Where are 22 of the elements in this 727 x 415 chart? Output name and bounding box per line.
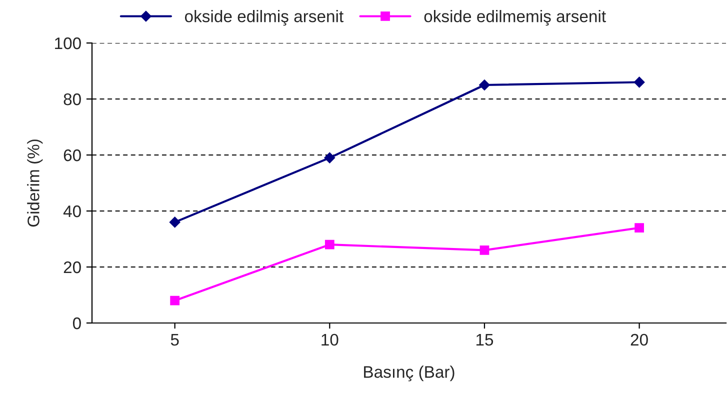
point: [170, 296, 180, 306]
y-tick-label: 40: [63, 205, 81, 218]
y-tick-label: 100: [55, 37, 81, 50]
y-tick-label: 20: [64, 261, 81, 274]
x-tick-label: 15: [476, 334, 494, 346]
y-tick-label: 0: [72, 317, 81, 330]
legend-label: okside edilmiş arsenit: [184, 10, 344, 26]
point: [634, 223, 644, 232]
point: [324, 152, 336, 164]
x-tick-label: 10: [322, 334, 338, 346]
x-tick-label: 5: [170, 334, 179, 346]
legend-label: okside edilmemiş arsenit: [424, 10, 606, 26]
x-tick-label: 20: [630, 334, 648, 346]
x-axis-title: Basınç (Bar): [364, 366, 454, 382]
point: [169, 216, 180, 228]
y-axis-title: Giderim (%): [27, 140, 43, 227]
point: [634, 76, 645, 88]
y-tick-label: 80: [64, 93, 81, 106]
point: [479, 80, 490, 90]
point: [324, 240, 334, 250]
point: [480, 246, 490, 255]
y-tick-label: 60: [64, 149, 81, 162]
